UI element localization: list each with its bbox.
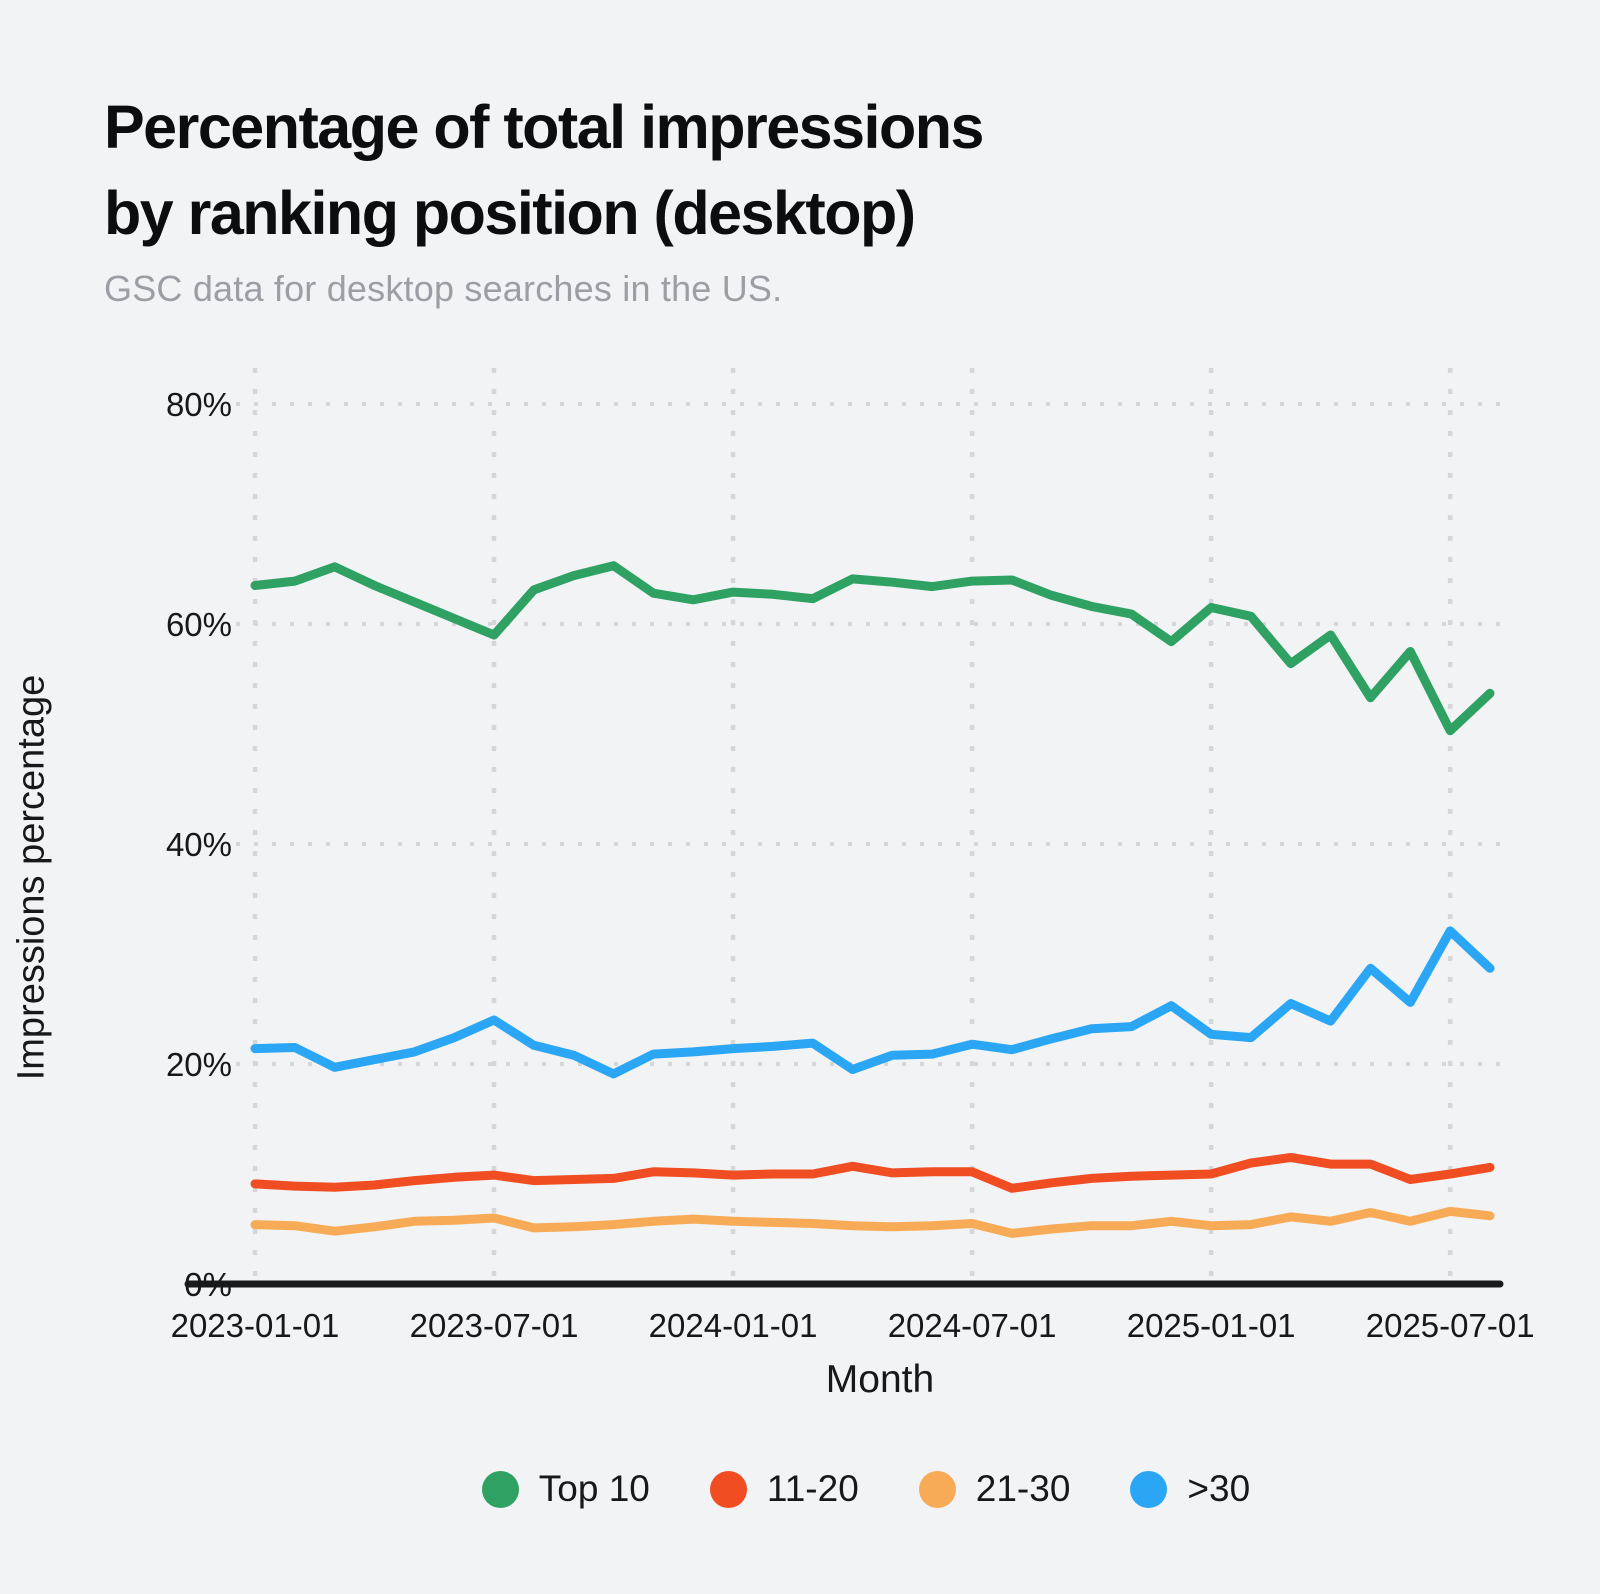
legend-item-top-10: Top 10 [481,1468,650,1510]
legend-item-gt-30: >30 [1130,1468,1250,1510]
series-line--30 [250,926,1495,1079]
y-tick-label: 60% [166,606,232,643]
page-title-line1: Percentage of total impressions [104,93,984,161]
legend-label-top-10: Top 10 [538,1468,650,1509]
page-title-line2: by ranking position (desktop) [104,179,916,247]
chart-legend: Top 10 11-20 21-30 >30 [66,1468,1600,1510]
legend-label-21-30: 21-30 [975,1468,1071,1509]
x-tick-label: 2024-01-01 [649,1307,818,1344]
legend-item-11-20: 11-20 [709,1468,859,1510]
y-tick-label: 80% [166,386,232,423]
x-tick-label: 2024-07-01 [888,1307,1057,1344]
y-tick-label: 40% [166,826,232,863]
series-line-21-30 [250,1206,1495,1238]
legend-dot-gt-30-icon [1130,1470,1168,1508]
page-subtitle: GSC data for desktop searches in the US. [104,268,783,309]
legend-label-gt-30: >30 [1187,1468,1251,1509]
x-axis-title: Month [825,1358,935,1401]
y-tick-label: 0% [184,1266,232,1303]
legend-dot-21-30-icon [918,1470,956,1508]
x-tick-label: 2023-07-01 [410,1307,579,1344]
series-line-11-20 [250,1153,1495,1193]
x-tick-label: 2023-01-01 [171,1307,340,1344]
y-tick-label: 20% [166,1046,232,1083]
x-tick-label: 2025-01-01 [1127,1307,1296,1344]
series-line-top-10 [250,561,1495,736]
legend-dot-11-20-icon [709,1470,747,1508]
y-axis-title: Impressions percentage [10,674,53,1081]
page-title: Percentage of total impressions by ranki… [104,84,984,256]
legend-label-11-20: 11-20 [766,1468,859,1509]
legend-dot-top-10-icon [481,1470,519,1508]
x-tick-label: 2025-07-01 [1366,1307,1535,1344]
legend-item-21-30: 21-30 [918,1468,1071,1510]
